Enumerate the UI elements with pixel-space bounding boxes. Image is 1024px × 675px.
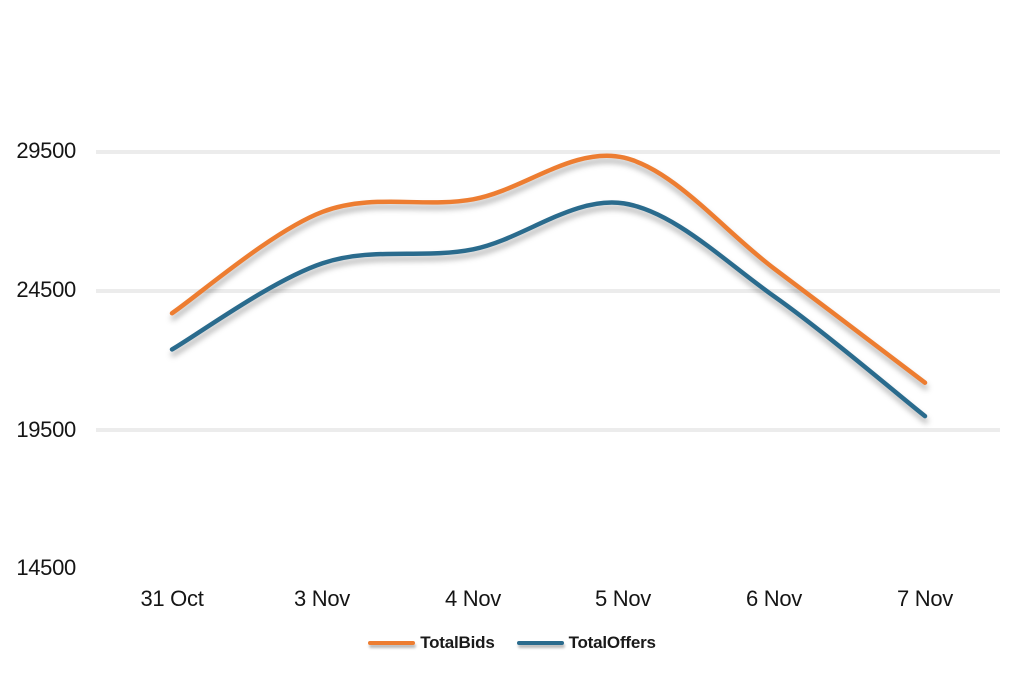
legend: TotalBids TotalOffers (0, 630, 1024, 656)
legend-item-totaloffers: TotalOffers (516, 633, 656, 653)
legend-label-totaloffers: TotalOffers (568, 633, 656, 652)
x-axis-tick-label: 31 Oct (140, 586, 204, 611)
series-line-totalbids (169, 153, 928, 385)
x-axis-tick-label: 5 Nov (595, 586, 651, 611)
legend-swatch-totalbids-icon (368, 640, 416, 646)
y-axis-tick-label: 29500 (16, 138, 76, 163)
series-line-totaloffers (169, 200, 928, 419)
y-axis-tick-label: 14500 (16, 555, 76, 580)
y-axis-tick-label: 24500 (16, 277, 76, 302)
legend-label-totalbids: TotalBids (420, 633, 495, 652)
x-axis-tick-label: 3 Nov (294, 586, 350, 611)
legend-swatch-totaloffers-icon (516, 640, 564, 646)
legend-item-totalbids: TotalBids (368, 633, 495, 653)
x-axis-tick-label: 7 Nov (897, 586, 953, 611)
y-axis-tick-label: 19500 (16, 417, 76, 442)
x-axis-tick-label: 6 Nov (746, 586, 802, 611)
x-axis-tick-label: 4 Nov (445, 586, 501, 611)
